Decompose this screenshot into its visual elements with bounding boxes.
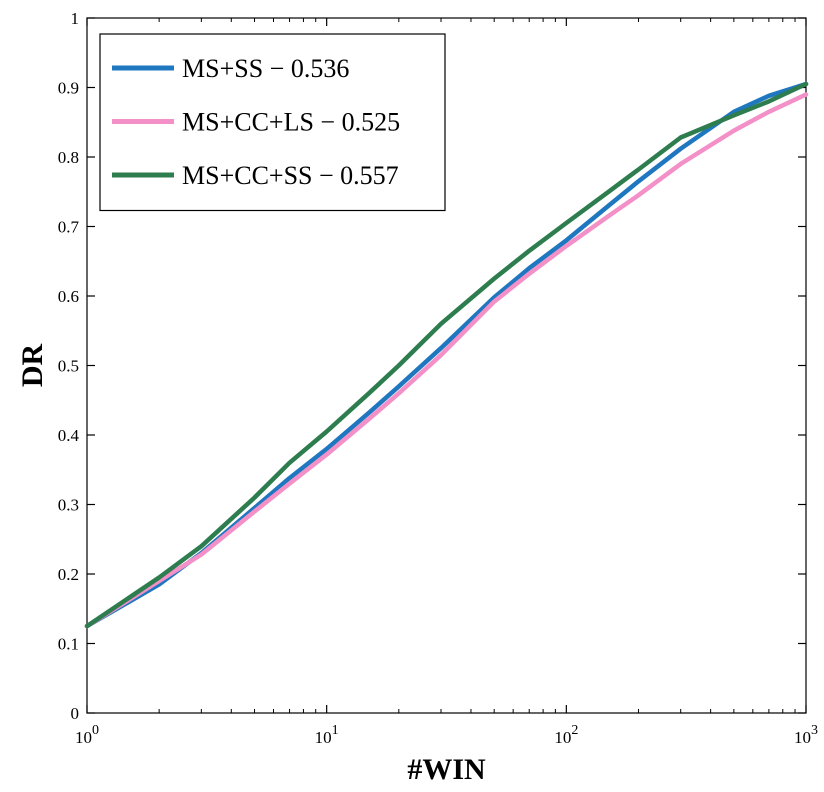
legend-label: MS+CC+LS − 0.525	[182, 108, 400, 137]
y-tick-label: 1	[71, 9, 80, 28]
y-tick-label: 0	[71, 704, 80, 723]
series-line-2	[84, 92, 809, 629]
legend: MS+SS − 0.536 MS+CC+LS − 0.525 MS+CC+SS − …	[99, 33, 446, 212]
y-axis-title: DR	[16, 344, 49, 388]
legend-label: MS+CC+SS − 0.557	[182, 161, 399, 190]
y-axis: 0 0.1 0.2 0.3 0.4 0.5 0.6 0.7 0.8 0.9 1	[58, 9, 806, 723]
legend-label: MS+SS − 0.536	[182, 54, 349, 83]
x-axis: 100 101 102 103	[75, 18, 818, 747]
y-tick-label: 0.5	[58, 357, 79, 376]
y-tick-label: 0.3	[58, 496, 79, 515]
x-tick-label: 103	[794, 723, 818, 747]
x-tick-label: 100	[75, 723, 99, 747]
y-tick-label: 0.6	[58, 287, 79, 306]
y-tick-label: 0.9	[58, 79, 79, 98]
y-tick-label: 0.8	[58, 148, 79, 167]
y-tick-label: 0.7	[58, 218, 80, 237]
y-tick-label: 0.4	[58, 426, 80, 445]
x-tick-label: 101	[315, 723, 339, 747]
y-tick-label: 0.2	[58, 565, 79, 584]
series-line-3	[84, 81, 809, 629]
series-line-1	[84, 81, 809, 629]
x-tick-label: 102	[554, 723, 578, 747]
y-tick-label: 0.1	[58, 635, 79, 654]
x-axis-title: #WIN	[407, 753, 486, 786]
series-lines	[84, 81, 809, 629]
